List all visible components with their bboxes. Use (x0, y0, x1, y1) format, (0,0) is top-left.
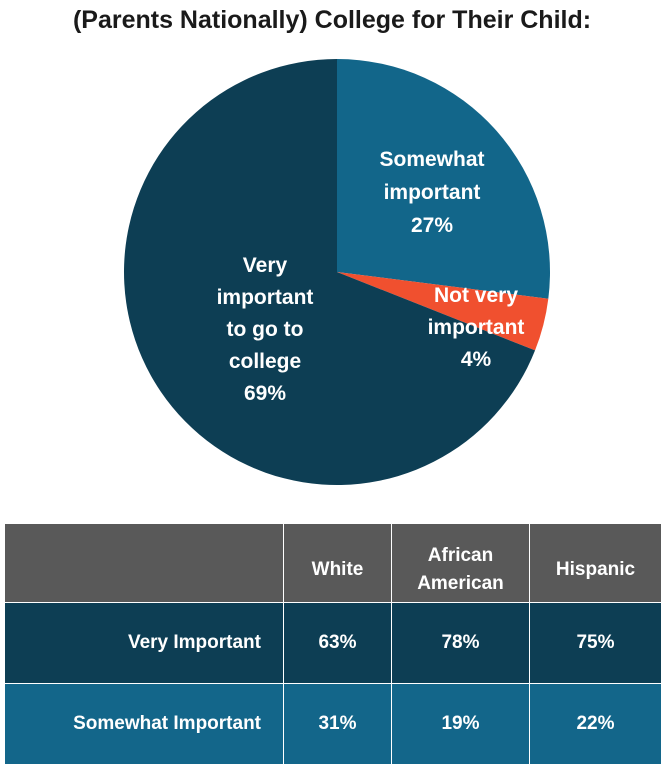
column-header-hispanic: Hispanic (529, 523, 662, 603)
slice-label-line: 27% (411, 214, 453, 237)
slice-label-line: important (428, 316, 525, 339)
pie-chart: Somewhat important 27% Not very important 4% V… (124, 59, 551, 485)
importance-table: White African American Hispanic Very Imp… (4, 523, 662, 765)
row-label: Somewhat Important (4, 683, 284, 765)
chart-title: (Parents Nationally) College for Their C… (72, 6, 592, 34)
slice-label-line: Somewhat (379, 148, 484, 171)
table-header-row: White African American Hispanic (4, 523, 662, 603)
slice-label-not-very-important: Not very important 4% (428, 284, 525, 371)
cell-white: 63% (283, 602, 392, 684)
slice-label-somewhat-important: Somewhat important 27% (379, 148, 484, 237)
slice-label-line: Very (243, 254, 288, 277)
slice-label-line: important (217, 286, 314, 309)
slice-label-line: to go to (227, 318, 304, 341)
slice-label-line: 4% (461, 348, 492, 371)
cell-african-american: 19% (391, 683, 530, 765)
cell-hispanic: 22% (529, 683, 662, 765)
slice-very-important (124, 59, 536, 485)
cell-african-american: 78% (391, 602, 530, 684)
column-header-african-american: African American (391, 523, 530, 603)
slice-label-very-important: Very important to go to college 69% (217, 254, 314, 405)
column-header-hispanic-label: Hispanic (555, 559, 636, 580)
slice-label-line: college (229, 350, 301, 373)
slice-somewhat-important (337, 59, 551, 299)
table-row-very-important: Very Important 63% 78% 75% (4, 602, 662, 684)
slice-label-line: 69% (244, 382, 286, 405)
column-header-white: White (283, 523, 392, 603)
slice-label-line: important (384, 181, 481, 204)
cell-white: 31% (283, 683, 392, 765)
column-header-african-american-label: African American (417, 545, 504, 594)
slice-not-very-important (337, 272, 549, 351)
table-header-corner (4, 523, 284, 603)
row-label: Very Important (4, 602, 284, 684)
table-row-somewhat-important: Somewhat Important 31% 19% 22% (4, 683, 662, 765)
column-header-white-label: White (311, 559, 364, 580)
slice-label-line: Not very (434, 284, 518, 307)
cell-hispanic: 75% (529, 602, 662, 684)
